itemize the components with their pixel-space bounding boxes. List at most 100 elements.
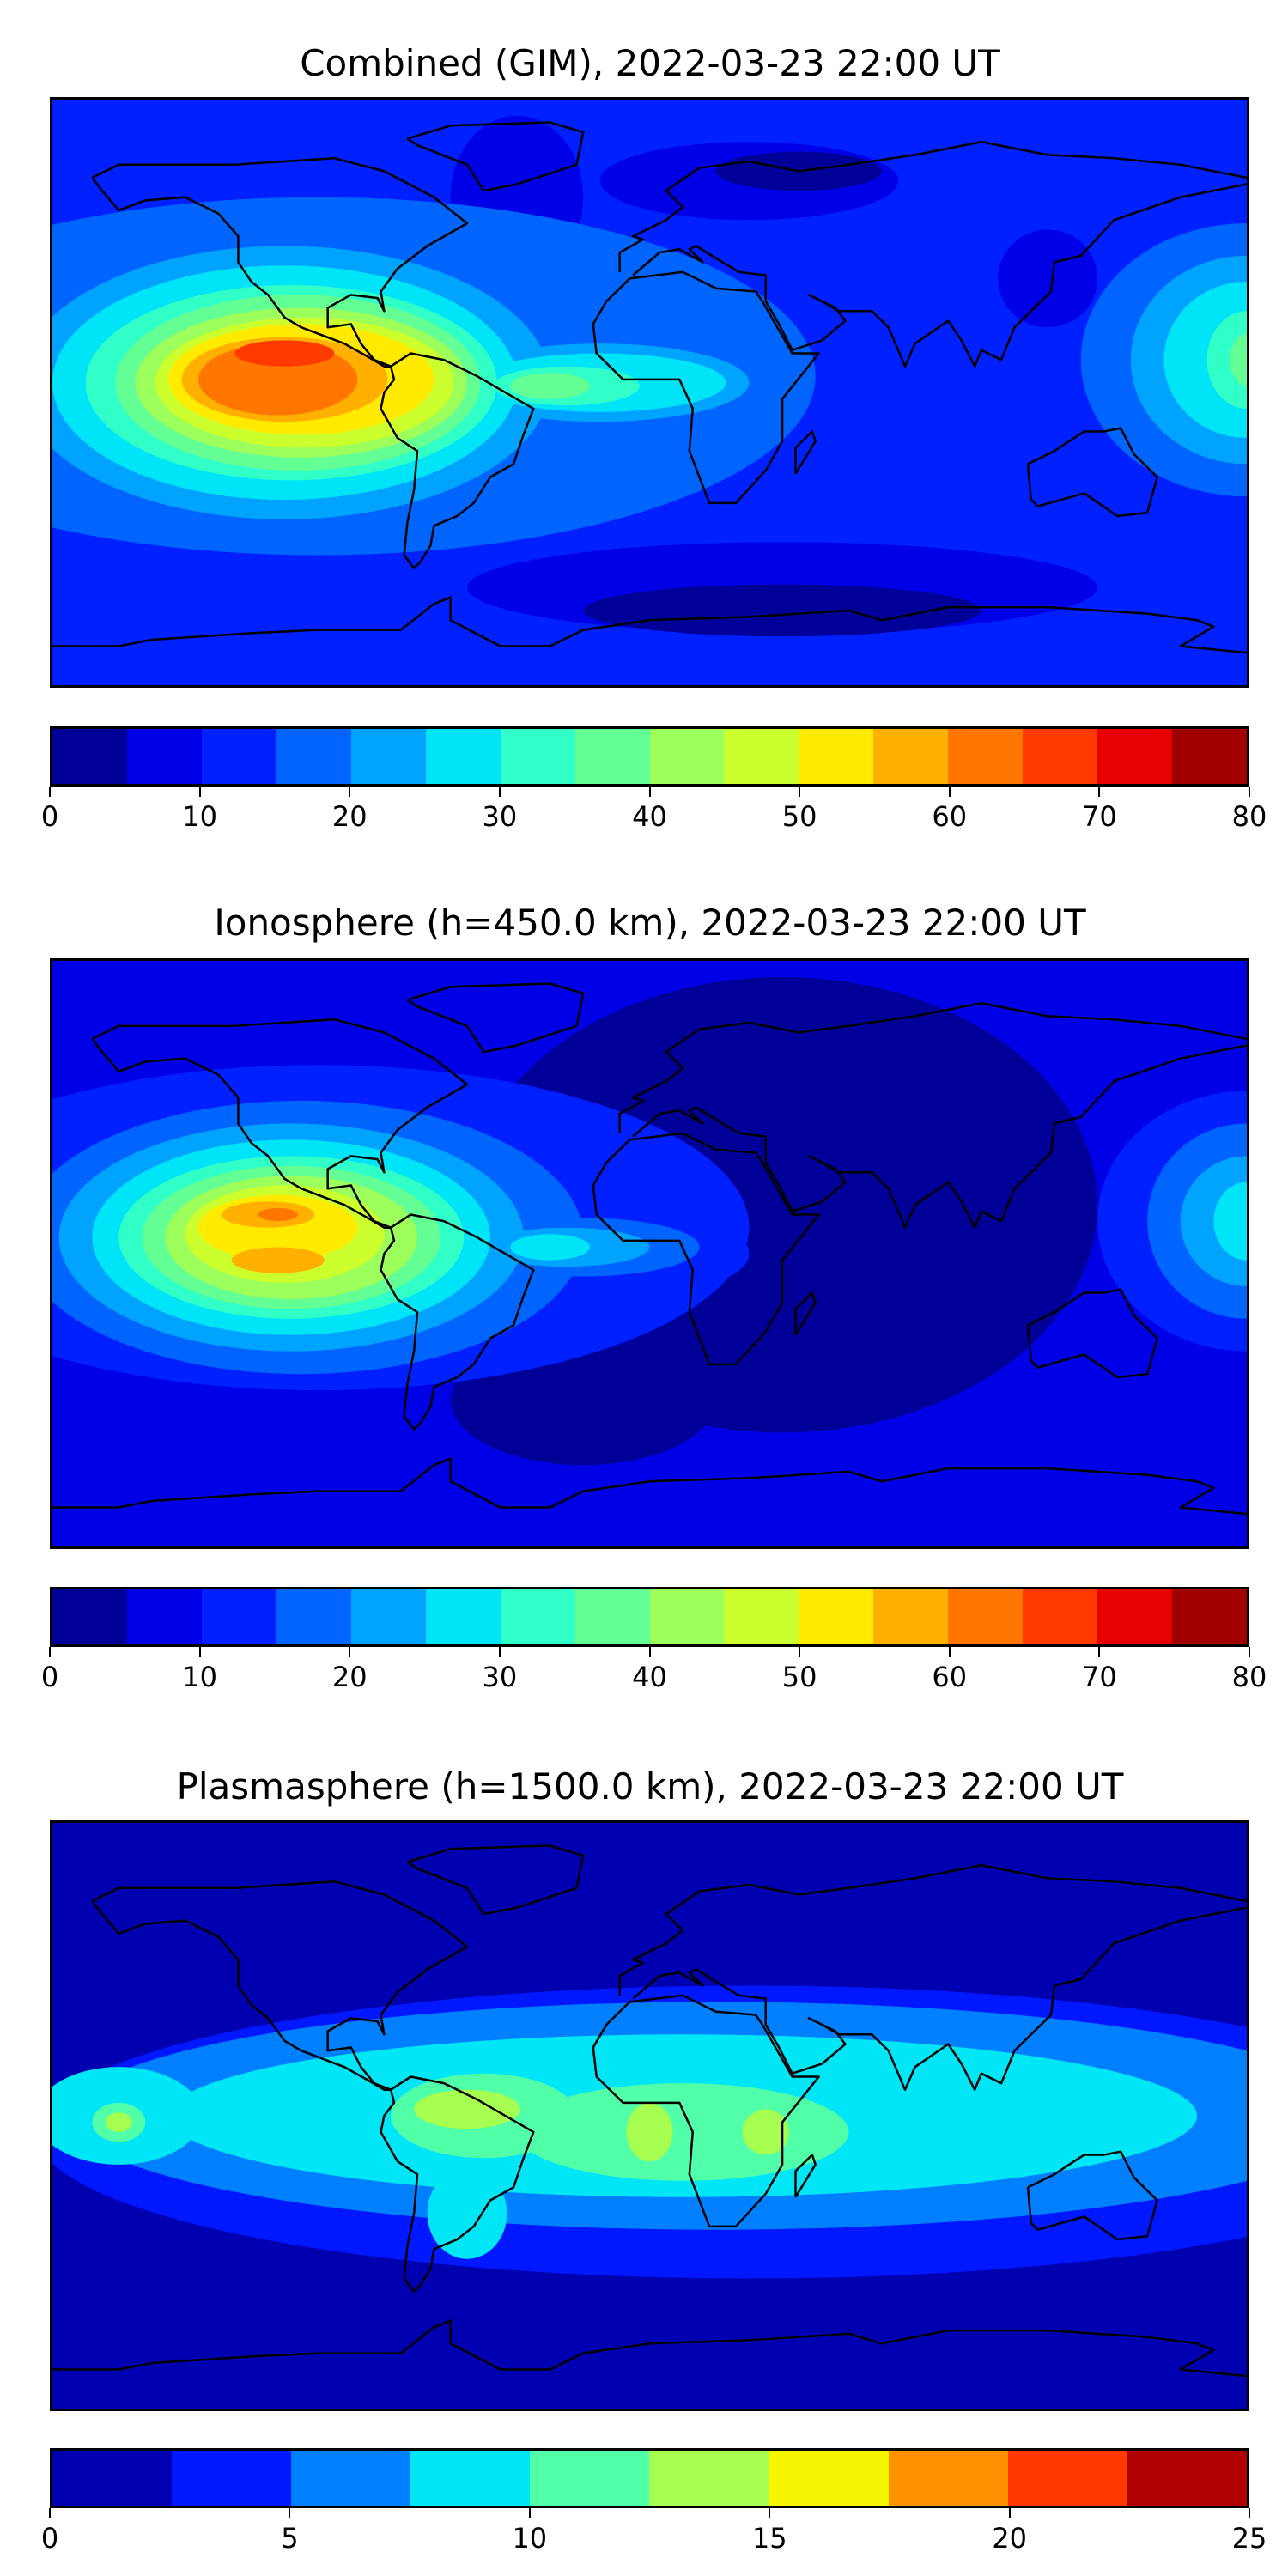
coastline — [620, 1865, 1247, 1996]
colorbar-swatch — [1023, 729, 1098, 784]
colorbar-tick-label: 30 — [482, 1661, 518, 1693]
colorbar-swatch — [1097, 729, 1173, 784]
colorbar-tick-label: 40 — [632, 1661, 667, 1693]
chart-title-ionosphere: Ionosphere (h=450.0 km), 2022-03-23 22:0… — [214, 902, 1086, 944]
coastline — [633, 185, 1247, 367]
colorbar-swatch — [1007, 2451, 1127, 2506]
colorbar-swatch — [500, 1589, 575, 1644]
colorbar-tick-mark — [1249, 1647, 1250, 1657]
coastline — [620, 142, 1247, 272]
colorbar-swatch — [425, 1589, 501, 1644]
contour-region-level-5 — [742, 2109, 789, 2155]
contour-region-level-5 — [1213, 1182, 1247, 1261]
coastline — [633, 1046, 1247, 1228]
colorbar-swatch — [52, 1589, 127, 1644]
colorbar-swatch — [1097, 1589, 1173, 1644]
coastline — [52, 598, 1247, 653]
contour-region-level-1 — [998, 229, 1098, 328]
coastline — [407, 984, 583, 1053]
contour-region-level-7 — [1230, 333, 1247, 386]
colorbar-tick-label: 15 — [751, 2522, 787, 2555]
coastline — [1028, 1290, 1157, 1377]
contour-region-level-3 — [427, 2167, 507, 2259]
colorbar-swatch — [350, 729, 426, 784]
colorbar-tick-label: 0 — [40, 1661, 59, 1693]
colorbar-tick-mark — [1249, 787, 1250, 797]
colorbar-tick-label: 70 — [1082, 800, 1117, 833]
colorbar-swatch — [799, 1589, 874, 1644]
colorbar-tick-label: 40 — [632, 800, 667, 833]
colorbar-ticks-combined: 0 10 20 30 40 50 60 70 80 — [41, 787, 1267, 838]
colorbar-swatch — [201, 1589, 276, 1644]
contour-region-level-5 — [626, 2102, 673, 2162]
colorbar-tick-label: 10 — [182, 800, 217, 833]
coastline — [633, 1908, 1247, 2090]
contour-region-level-0 — [583, 584, 981, 637]
colorbar-ticks-ionosphere: 0 10 20 30 40 50 60 70 80 — [41, 1647, 1267, 1698]
coastline — [92, 158, 467, 366]
colorbar-swatch — [530, 2451, 650, 2506]
colorbar-ticks-plasmasphere: 0 5 10 15 20 25 — [41, 2508, 1267, 2560]
colorbar-tick-label: 25 — [1231, 2522, 1267, 2555]
colorbar-tick-mark — [799, 1647, 801, 1657]
colorbar-swatch — [172, 2451, 292, 2506]
colorbar-tick-mark — [349, 1647, 351, 1657]
colorbar-tick-mark — [648, 1647, 651, 1657]
colorbar-swatch — [799, 729, 874, 784]
colorbar-tick-label: 80 — [1231, 800, 1267, 833]
colorbar-tick-mark — [498, 787, 501, 797]
map-plasmasphere — [50, 1820, 1249, 2411]
colorbar-swatch — [724, 1589, 799, 1644]
colorbar-tick-mark — [1008, 2508, 1011, 2518]
colorbar-swatch — [500, 729, 575, 784]
contour-region-level-13 — [234, 340, 335, 367]
colorbar-swatch — [52, 2451, 173, 2506]
colorbar-plasmasphere — [50, 2448, 1249, 2508]
colorbar-swatch — [1172, 729, 1247, 784]
coastline — [1028, 2152, 1157, 2239]
coastline — [593, 1996, 819, 2227]
coastline — [407, 1846, 583, 1915]
colorbar-swatch — [126, 729, 202, 784]
coastline — [52, 2321, 1247, 2376]
contour-region-level-11 — [231, 1247, 325, 1273]
coastline — [52, 1459, 1247, 1514]
chart-title-combined: Combined (GIM), 2022-03-23 22:00 UT — [300, 42, 1000, 84]
colorbar-tick-mark — [498, 1647, 501, 1657]
map-combined — [50, 97, 1249, 688]
colorbar-swatch — [873, 729, 949, 784]
colorbar-swatch — [291, 2451, 411, 2506]
colorbar-tick-mark — [198, 787, 201, 797]
colorbar-tick-label: 0 — [40, 800, 59, 833]
colorbar-tick-label: 5 — [281, 2522, 299, 2555]
colorbar-swatch — [276, 729, 351, 784]
coastline — [620, 1003, 1247, 1133]
colorbar-tick-label: 10 — [182, 1661, 217, 1693]
colorbar-tick-mark — [528, 2508, 531, 2518]
colorbar-combined — [50, 726, 1249, 787]
contour-region-level-7 — [510, 373, 590, 399]
colorbar-tick-mark — [198, 1647, 201, 1657]
colorbar-swatch — [1127, 2451, 1247, 2506]
colorbar-tick-mark — [49, 787, 51, 797]
coastline — [381, 1215, 534, 1430]
coastline — [1028, 428, 1157, 516]
colorbar-tick-label: 0 — [40, 2522, 59, 2555]
colorbar-tick-label: 50 — [781, 1661, 817, 1693]
colorbar-tick-label: 10 — [512, 2522, 548, 2555]
colorbar-tick-mark — [1098, 787, 1101, 797]
colorbar-swatch — [52, 729, 127, 784]
colorbar-tick-label: 80 — [1231, 1661, 1267, 1693]
colorbar-swatch — [410, 2451, 531, 2506]
contour-region-level-5 — [105, 2112, 132, 2132]
colorbar-tick-mark — [49, 2508, 51, 2518]
colorbar-tick-label: 20 — [331, 800, 368, 833]
coastline — [381, 2077, 534, 2292]
colorbar-swatch — [724, 729, 799, 784]
colorbar-tick-mark — [349, 787, 351, 797]
colorbar-swatch — [1023, 1589, 1098, 1644]
colorbar-swatch — [126, 1589, 202, 1644]
colorbar-tick-label: 50 — [781, 800, 817, 833]
colorbar-tick-mark — [799, 787, 801, 797]
map-ionosphere — [50, 958, 1249, 1549]
